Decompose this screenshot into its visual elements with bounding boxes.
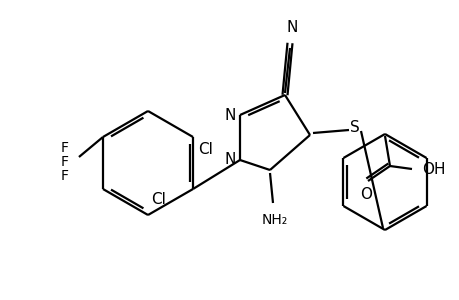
- Text: Cl: Cl: [151, 192, 166, 207]
- Text: O: O: [359, 187, 371, 202]
- Text: F: F: [61, 155, 69, 169]
- Text: Cl: Cl: [198, 142, 213, 157]
- Text: NH₂: NH₂: [261, 213, 287, 227]
- Text: OH: OH: [421, 161, 444, 176]
- Text: N: N: [224, 152, 235, 167]
- Text: N: N: [224, 107, 235, 122]
- Text: F: F: [61, 169, 69, 183]
- Text: F: F: [61, 141, 69, 155]
- Text: N: N: [285, 20, 297, 35]
- Text: S: S: [349, 121, 359, 136]
